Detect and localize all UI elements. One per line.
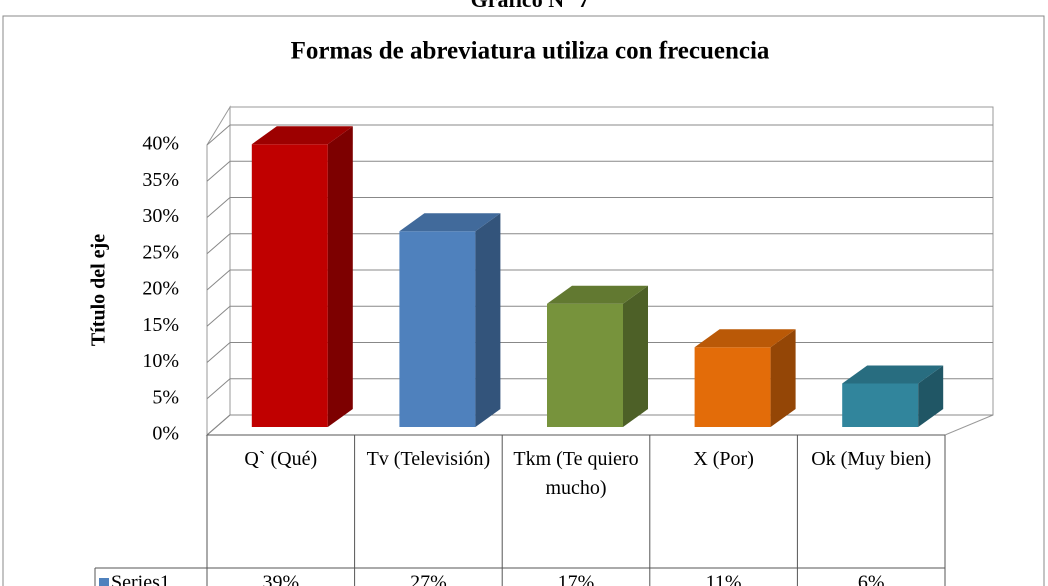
bar: [694, 329, 796, 427]
bar-side: [475, 213, 501, 427]
value-label: 11%: [706, 572, 742, 586]
x-tick-label-box: Tkm (Te quiero mucho): [513, 448, 639, 499]
y-tick-label: 35%: [142, 169, 179, 191]
bar-top: [842, 365, 944, 384]
x-tick-label-box: Q` (Qué): [244, 448, 318, 470]
bar-side: [918, 365, 944, 427]
value-label: 17%: [558, 572, 595, 586]
legend-swatch: [99, 578, 109, 586]
bar: [251, 126, 353, 427]
x-tick-label: Q` (Qué): [244, 448, 318, 470]
bar-top: [251, 126, 353, 145]
grid-line: [206, 124, 993, 146]
bar: [547, 285, 648, 427]
grid-line: [206, 233, 993, 255]
x-tick-label-box: Ok (Muy bien): [811, 448, 932, 470]
bar-top: [694, 329, 796, 348]
bar-side: [327, 126, 353, 427]
grid-line: [206, 305, 993, 327]
side-wall: [206, 105, 231, 437]
value-label: 27%: [410, 572, 447, 586]
x-tick-label-box: X (Por): [693, 448, 754, 470]
header: Gráfico N° 7: [471, 0, 590, 12]
y-tick-label: 0%: [152, 423, 179, 445]
chart-title: Formas de abreviatura utiliza con frecue…: [291, 38, 770, 65]
bar-front: [399, 231, 476, 427]
y-tick-label: 25%: [142, 241, 179, 263]
bar-front: [251, 144, 328, 427]
bar-top: [547, 285, 648, 304]
bar: [842, 365, 944, 427]
grid-line: [206, 160, 993, 182]
x-tick-label: X (Por): [693, 448, 754, 470]
bar: [399, 213, 501, 427]
bar-side: [770, 329, 796, 427]
x-tick-label: Tkm (Te quiero mucho): [513, 448, 639, 499]
bar-front: [547, 303, 623, 427]
legend-label: Series1: [111, 572, 170, 586]
y-tick-label: 20%: [142, 278, 179, 300]
x-tick-label: Ok (Muy bien): [811, 448, 932, 470]
x-tick-label-box: Tv (Televisión): [366, 448, 491, 470]
y-tick-label: 10%: [142, 350, 179, 372]
grid-line: [206, 269, 993, 291]
bar-top: [399, 213, 501, 232]
value-label: 6%: [858, 572, 885, 586]
y-tick-label: 30%: [142, 205, 179, 227]
y-tick-label: 15%: [142, 314, 179, 336]
bar-front: [694, 347, 771, 427]
bar-front: [842, 383, 919, 427]
x-tick-label: Tv (Televisión): [366, 448, 491, 470]
y-tick-label: 5%: [152, 386, 179, 408]
grid-line: [206, 197, 993, 218]
y-tick-label: 40%: [142, 133, 179, 155]
y-axis-title: Título del eje: [88, 234, 110, 346]
chart-border: [2, 15, 1045, 586]
value-label: 39%: [262, 572, 299, 586]
bar-side: [623, 285, 648, 427]
